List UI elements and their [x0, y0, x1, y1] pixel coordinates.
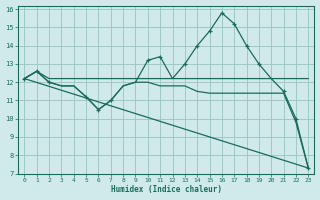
- X-axis label: Humidex (Indice chaleur): Humidex (Indice chaleur): [111, 185, 222, 194]
